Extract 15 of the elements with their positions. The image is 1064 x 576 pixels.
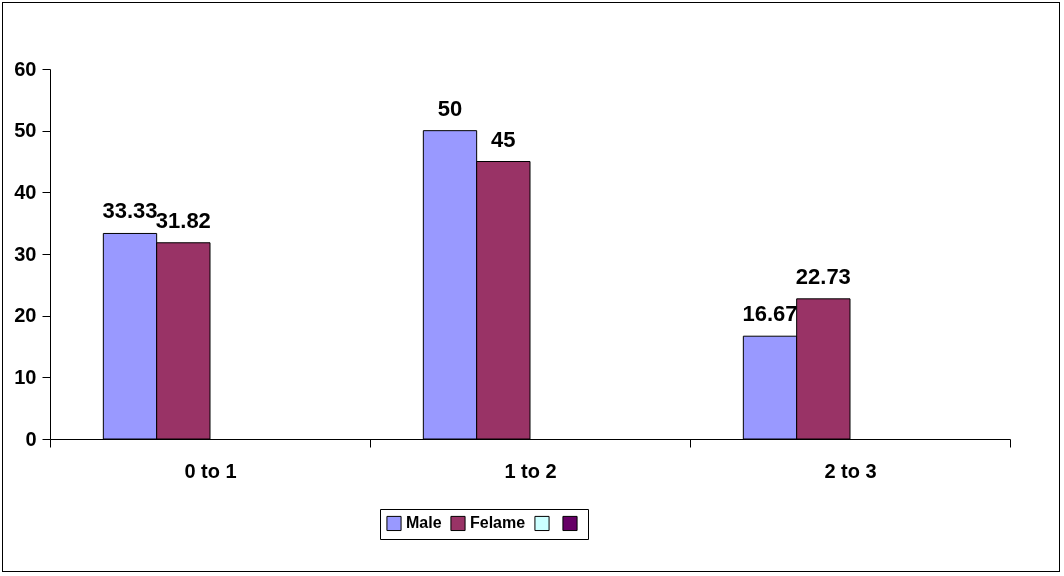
x-tick-label: 0 to 1 (184, 459, 237, 482)
x-tick-label: 1 to 2 (504, 459, 557, 482)
y-tick-label: 60 (14, 57, 37, 80)
y-tick-label: 20 (14, 304, 37, 327)
y-tick-label: 0 (25, 427, 37, 450)
y-tick-label: 30 (14, 242, 37, 265)
legend-label: Felame (470, 514, 526, 532)
y-tick-label: 10 (14, 365, 37, 388)
data-label: 45 (491, 126, 516, 152)
data-label: 22.73 (795, 263, 851, 289)
y-tick-label: 40 (14, 180, 37, 203)
y-tick-label: 50 (14, 119, 37, 142)
data-label: 50 (437, 95, 463, 121)
legend-label: Male (406, 514, 442, 532)
x-tick-label: 2 to 3 (824, 459, 877, 482)
